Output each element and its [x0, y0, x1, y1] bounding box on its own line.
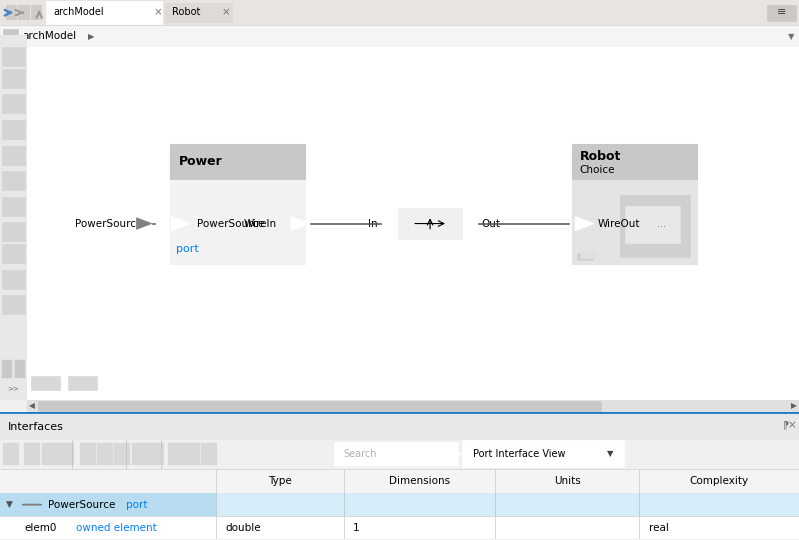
Bar: [2, 360, 12, 377]
Text: port: port: [176, 244, 199, 254]
Text: >>: >>: [8, 386, 19, 392]
Bar: [80, 443, 96, 465]
Bar: [31, 376, 61, 390]
Bar: [0, 493, 216, 516]
Bar: [184, 443, 200, 465]
Text: ⁋: ⁋: [783, 420, 789, 430]
Text: Search: Search: [344, 449, 377, 459]
Bar: [97, 443, 113, 465]
Text: Out: Out: [481, 219, 500, 228]
Text: owned element: owned element: [76, 523, 157, 533]
Bar: [2, 120, 25, 139]
Bar: [572, 144, 697, 180]
Polygon shape: [384, 219, 396, 228]
Text: port: port: [126, 500, 148, 510]
Bar: [619, 195, 690, 257]
Text: PowerSource: PowerSource: [48, 500, 115, 510]
Bar: [463, 441, 623, 467]
Text: archModel: archModel: [54, 7, 104, 17]
Bar: [3, 29, 18, 44]
Text: ◀: ◀: [30, 401, 35, 410]
Polygon shape: [291, 217, 310, 231]
Bar: [334, 442, 458, 465]
Text: ×: ×: [153, 7, 162, 17]
Text: Type: Type: [268, 476, 292, 486]
Bar: [2, 69, 25, 88]
Text: ▶: ▶: [791, 401, 797, 410]
Polygon shape: [575, 217, 594, 231]
Bar: [625, 206, 680, 243]
Bar: [2, 47, 25, 66]
Bar: [6, 5, 17, 21]
Text: Interfaces: Interfaces: [8, 422, 64, 432]
Text: Complexity: Complexity: [690, 476, 749, 486]
Bar: [581, 251, 596, 258]
Bar: [2, 171, 25, 190]
Text: Power: Power: [179, 156, 223, 168]
Text: 1: 1: [353, 523, 360, 533]
Text: ▶: ▶: [88, 32, 94, 40]
Text: double: double: [225, 523, 261, 533]
Text: Port Interface View: Port Interface View: [473, 449, 566, 459]
Bar: [398, 208, 463, 239]
Bar: [14, 360, 25, 377]
Bar: [24, 443, 40, 465]
Bar: [132, 443, 148, 465]
Text: archModel: archModel: [22, 31, 77, 41]
Bar: [2, 146, 25, 165]
Text: In: In: [368, 219, 378, 228]
Bar: [2, 222, 25, 241]
Bar: [767, 4, 796, 21]
Bar: [58, 443, 74, 465]
Bar: [114, 443, 130, 465]
Bar: [68, 376, 97, 390]
Text: WireIn: WireIn: [243, 219, 276, 228]
Bar: [42, 443, 58, 465]
Bar: [2, 94, 25, 113]
Polygon shape: [172, 217, 190, 231]
Bar: [168, 443, 184, 465]
Text: ▼: ▼: [788, 32, 794, 40]
Text: ≡: ≡: [777, 7, 786, 17]
Text: Units: Units: [554, 476, 581, 486]
Bar: [148, 443, 164, 465]
Bar: [31, 5, 42, 21]
Text: ...: ...: [657, 219, 666, 228]
Bar: [2, 244, 25, 263]
Text: Choice: Choice: [580, 165, 615, 175]
Bar: [18, 5, 30, 21]
Text: ×: ×: [221, 7, 230, 17]
Polygon shape: [136, 217, 153, 230]
Text: Dimensions: Dimensions: [389, 476, 450, 486]
Bar: [578, 253, 593, 260]
Bar: [2, 269, 25, 288]
Bar: [2, 197, 25, 215]
Bar: [46, 1, 162, 24]
Text: PowerSource: PowerSource: [75, 219, 142, 228]
Text: real: real: [649, 523, 669, 533]
Text: WireOut: WireOut: [598, 219, 640, 228]
Bar: [170, 180, 305, 264]
Circle shape: [22, 504, 42, 505]
Text: ▼: ▼: [607, 449, 614, 458]
Bar: [170, 144, 305, 180]
Bar: [216, 493, 799, 516]
Bar: [201, 443, 217, 465]
Bar: [572, 180, 697, 264]
Text: elem0: elem0: [24, 523, 57, 533]
Text: ▼: ▼: [6, 500, 13, 509]
Bar: [38, 401, 602, 411]
Bar: [2, 295, 25, 314]
Text: Robot: Robot: [172, 7, 201, 17]
Polygon shape: [463, 219, 477, 228]
Text: ×: ×: [788, 420, 797, 430]
Bar: [3, 443, 19, 465]
Text: Robot: Robot: [580, 150, 621, 163]
Text: PowerSource: PowerSource: [197, 219, 264, 228]
Bar: [165, 3, 232, 22]
